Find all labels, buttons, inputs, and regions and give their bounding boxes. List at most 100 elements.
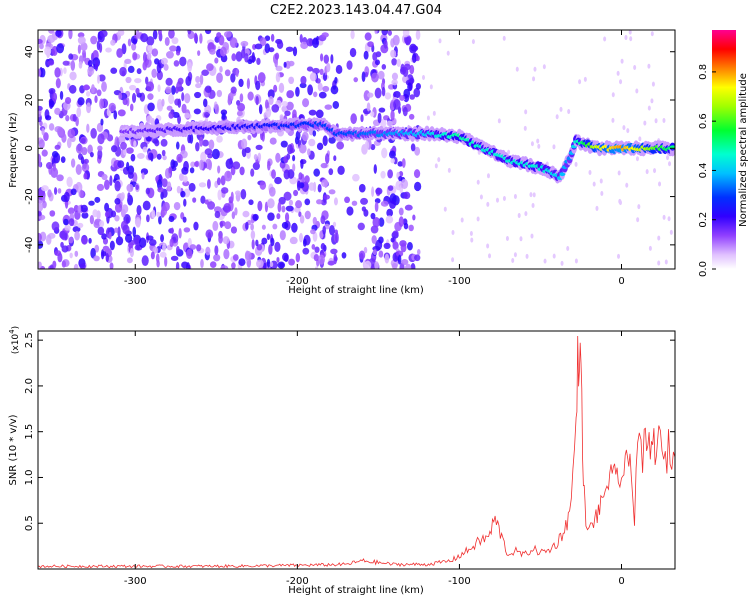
spectrogram-cell xyxy=(152,30,158,40)
spectrogram-cell xyxy=(648,245,652,251)
x-tick-label: -200 xyxy=(286,276,309,287)
spectrogram-cell xyxy=(219,46,227,57)
spectrogram-cell xyxy=(400,178,409,190)
spectrogram-cell xyxy=(488,253,492,259)
spectrogram-cell xyxy=(588,169,592,175)
spectrogram-cell xyxy=(127,38,132,47)
spectrogram-cell xyxy=(130,153,136,162)
spectrogram-cell xyxy=(361,71,366,83)
spectrogram-cell xyxy=(184,112,191,119)
spectrogram-cell xyxy=(80,156,85,165)
spectrogram-cell xyxy=(97,145,103,152)
spectrogram-cell xyxy=(486,173,490,179)
spectrogram-cell xyxy=(304,198,311,206)
spectrogram-cell xyxy=(255,144,263,151)
spectrogram-cell xyxy=(94,196,101,203)
spectrogram-cell xyxy=(256,259,264,268)
spectrogram-cell xyxy=(251,52,255,63)
spectrogram-cell xyxy=(507,149,511,155)
spectrogram-cell xyxy=(234,190,241,196)
spectrogram-cell xyxy=(38,38,43,45)
spectrogram-cell xyxy=(415,55,420,62)
spectrogram-cell xyxy=(204,199,209,205)
snr-panel: -300 -200 -100 0 0.5 1.0 1.5 2.0 2.5 Height of … xyxy=(8,326,676,596)
spectrogram-cell xyxy=(460,217,464,223)
spectrogram-cell xyxy=(235,51,243,62)
spectrogram-cell xyxy=(132,226,137,238)
spectrogram-cell xyxy=(170,255,179,261)
spectrogram-cell xyxy=(622,125,626,131)
spectrogram-cell xyxy=(374,30,378,35)
spectrogram-cell xyxy=(245,221,249,231)
spectrogram-cell xyxy=(142,200,151,211)
spectrogram-cell xyxy=(104,211,110,218)
spectrogram-cell xyxy=(374,87,382,99)
spectrogram-cell xyxy=(237,103,246,112)
spectrogram-cell xyxy=(282,252,289,262)
spectrogram-cell xyxy=(272,223,278,230)
spectrogram-cell xyxy=(624,35,628,41)
colorbar-label: Normalized spectral amplitude xyxy=(738,73,749,227)
spectrogram-cell xyxy=(559,106,563,112)
spectrogram-cell xyxy=(335,232,339,244)
spectrogram-cell xyxy=(324,153,330,165)
spectrogram-cell xyxy=(281,100,288,107)
y-tick-label: -20 xyxy=(24,188,35,204)
x-tick-label: 0 xyxy=(618,576,624,587)
spectrogram-cell xyxy=(45,115,52,121)
spectrogram-cell xyxy=(298,143,307,154)
spectrogram-cell xyxy=(391,58,397,66)
spectrogram-cell xyxy=(295,252,301,263)
spectrogram-cell xyxy=(312,231,318,242)
spectrogram-cell xyxy=(154,58,160,65)
spectrogram-cell xyxy=(193,108,201,115)
spectrogram-cell xyxy=(397,161,404,167)
spectrogram-cell xyxy=(51,45,58,57)
spectrogram-cell xyxy=(552,253,556,259)
spectrogram-cell xyxy=(69,71,77,81)
spectrogram-cell xyxy=(81,212,89,219)
spectrogram-cell xyxy=(64,96,72,105)
spectrogram-cell xyxy=(75,164,82,175)
spectrogram-cell xyxy=(497,118,501,124)
spectrogram-cell xyxy=(204,111,210,119)
spectrogram-cell xyxy=(380,170,386,179)
spectrogram-cell xyxy=(619,79,623,85)
spectrogram-cell xyxy=(234,207,238,216)
spectrogram-cell xyxy=(100,118,104,126)
spectrogram-cell xyxy=(236,110,243,117)
spectrogram-cell xyxy=(190,161,196,168)
spectrogram-cell xyxy=(216,72,223,84)
spectrogram-cell xyxy=(127,171,134,179)
figure-title: C2E2.2023.143.04.47.G04 xyxy=(270,3,442,18)
spectrogram-cell xyxy=(213,254,221,262)
spectrogram-cell xyxy=(129,84,137,91)
spectrogram-cell xyxy=(398,207,404,216)
spectrogram-cell xyxy=(314,246,320,253)
spectrogram-cell xyxy=(333,197,338,206)
spectrogram-cell xyxy=(80,204,88,213)
spectrogram-cell xyxy=(326,62,331,73)
spectrogram-cell xyxy=(280,140,288,148)
spectrogram-cell xyxy=(68,218,75,227)
spectrogram-cell xyxy=(271,104,280,113)
spectrogram-cell xyxy=(206,63,214,72)
spectrogram-cell xyxy=(90,128,97,139)
spectrogram-cell xyxy=(217,189,222,201)
spectrogram-cell xyxy=(372,51,378,62)
spectrogram-cell xyxy=(252,213,259,221)
spectrogram-cell xyxy=(618,198,622,204)
spectrogram-cell xyxy=(378,217,385,227)
spectrogram-cell xyxy=(302,247,310,255)
spectrogram-cell xyxy=(117,135,126,144)
spectrogram-cell xyxy=(363,50,369,60)
spectrogram-cell xyxy=(284,110,291,117)
spectrogram-cell xyxy=(136,68,142,75)
spectrogram-cell xyxy=(147,102,155,112)
spectrogram-cell xyxy=(662,118,666,124)
spectrogram-cell xyxy=(44,46,52,56)
spectrogram-cell xyxy=(48,30,55,34)
spectrogram-cell xyxy=(175,246,180,255)
spectrogram-cell xyxy=(114,202,123,213)
spectrogram-cell xyxy=(306,148,311,156)
